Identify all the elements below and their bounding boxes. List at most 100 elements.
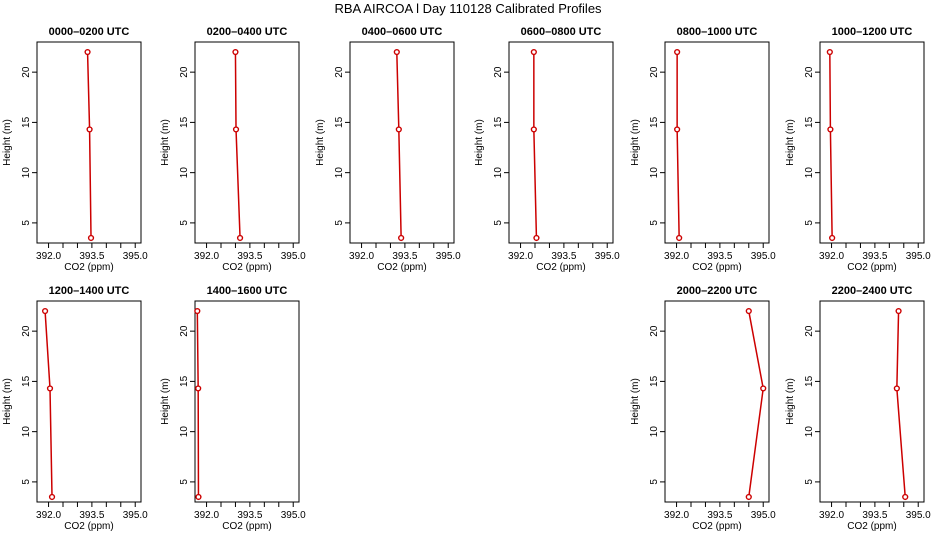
panel-title: 0200–0400 UTC — [207, 26, 288, 38]
y-tick-label: 10 — [804, 426, 815, 438]
profile-panel: 2200–2400 UTC 392.0 393.5 395.0 CO2 (ppm) 5 10… — [785, 285, 931, 532]
panel-title: 0800–1000 UTC — [677, 26, 758, 38]
profile-panel: 0400–0600 UTC 392.0 393.5 395.0 CO2 (ppm) 5 10… — [315, 26, 461, 273]
x-axis-label: CO2 (ppm) — [692, 262, 741, 273]
x-axis-label: CO2 (ppm) — [847, 521, 896, 532]
y-tick-label: 20 — [334, 66, 345, 78]
y-tick-label: 10 — [179, 167, 190, 179]
panel-title: 1200–1400 UTC — [49, 285, 130, 297]
x-tick-label: 395.0 — [123, 251, 148, 262]
y-tick-label: 5 — [649, 479, 660, 485]
y-axis-label: Height (m) — [785, 119, 796, 166]
x-axis-label: CO2 (ppm) — [692, 521, 741, 532]
y-tick-label: 15 — [804, 116, 815, 128]
co2-profile-line — [533, 52, 538, 238]
y-tick-label: 5 — [804, 479, 815, 485]
plot-frame — [508, 41, 614, 244]
x-tick-label: 395.0 — [281, 510, 306, 521]
data-point — [84, 48, 91, 56]
y-tick-label: 20 — [493, 66, 504, 78]
x-tick-label: 392.0 — [194, 510, 219, 521]
x-tick-label: 392.0 — [36, 251, 61, 262]
plot-frame — [194, 300, 300, 503]
data-point — [745, 307, 752, 315]
co2-profile-line — [829, 52, 833, 238]
y-tick-label: 10 — [21, 426, 32, 438]
y-tick-label: 5 — [649, 220, 660, 226]
y-axis-label: Height (m) — [2, 119, 13, 166]
profile-panel: 0600–0800 UTC 392.0 393.5 395.0 CO2 (ppm) 5 10… — [474, 26, 620, 273]
co2-profile-line — [86, 52, 92, 238]
data-point — [530, 126, 537, 133]
y-tick-label: 20 — [804, 66, 815, 78]
data-point — [676, 234, 683, 242]
plot-frame — [664, 300, 770, 503]
y-tick-label: 5 — [21, 220, 32, 226]
page-title: RBA AIRCOA l Day 110128 Calibrated Profi… — [334, 1, 602, 16]
data-point — [395, 126, 402, 133]
co2-profile-line — [234, 52, 241, 239]
x-tick-label: 393.5 — [707, 251, 732, 262]
data-point — [895, 307, 902, 315]
x-tick-label: 392.0 — [664, 251, 689, 262]
data-point — [232, 126, 240, 133]
y-tick-label: 5 — [21, 479, 32, 485]
data-point — [236, 234, 244, 242]
y-tick-label: 10 — [649, 167, 660, 179]
x-tick-label: 393.5 — [862, 510, 887, 521]
co2-profile-line — [396, 52, 402, 238]
data-point — [86, 126, 93, 133]
y-axis-label: Height (m) — [785, 378, 796, 425]
y-tick-label: 15 — [649, 375, 660, 387]
plot-frame — [194, 41, 300, 244]
profile-panel: 0800–1000 UTC 392.0 393.5 395.0 CO2 (ppm) 5 10… — [630, 26, 776, 273]
x-axis-label: CO2 (ppm) — [847, 262, 896, 273]
y-tick-label: 15 — [334, 116, 345, 128]
panel-title: 0400–0600 UTC — [362, 26, 443, 38]
x-tick-label: 395.0 — [281, 251, 306, 262]
panel-title: 2200–2400 UTC — [832, 285, 913, 297]
y-axis-label: Height (m) — [315, 119, 326, 166]
panel-title: 1000–1200 UTC — [832, 26, 913, 38]
data-point — [745, 493, 752, 501]
y-axis-label: Height (m) — [160, 378, 171, 425]
data-point — [195, 385, 202, 392]
y-tick-label: 20 — [21, 325, 32, 337]
data-point — [232, 48, 239, 56]
profile-panel: 1000–1200 UTC 392.0 393.5 395.0 CO2 (ppm) 5 10… — [785, 26, 931, 273]
x-axis-label: CO2 (ppm) — [536, 262, 585, 273]
y-tick-label: 15 — [21, 375, 32, 387]
y-tick-label: 10 — [179, 426, 190, 438]
y-tick-label: 15 — [649, 116, 660, 128]
data-point — [533, 234, 540, 242]
data-point — [393, 48, 400, 56]
data-point — [760, 385, 767, 392]
panel-title: 0000–0200 UTC — [49, 26, 130, 38]
co2-profile-line — [748, 310, 764, 498]
x-tick-label: 393.5 — [551, 251, 576, 262]
x-axis-label: CO2 (ppm) — [377, 262, 426, 273]
y-axis-label: Height (m) — [2, 378, 13, 425]
x-axis-label: CO2 (ppm) — [222, 521, 271, 532]
data-point — [902, 493, 909, 501]
x-tick-label: 393.5 — [237, 251, 262, 262]
y-tick-label: 5 — [179, 220, 190, 226]
x-tick-label: 395.0 — [751, 251, 776, 262]
y-tick-label: 15 — [804, 375, 815, 387]
x-tick-label: 392.0 — [36, 510, 61, 521]
x-tick-label: 392.0 — [664, 510, 689, 521]
plot-frame — [819, 300, 925, 503]
y-tick-label: 20 — [21, 66, 32, 78]
data-point — [194, 307, 201, 315]
x-tick-label: 395.0 — [436, 251, 461, 262]
profile-panel: 0200–0400 UTC 392.0 393.5 395.0 CO2 (ppm) 5 10… — [160, 26, 306, 273]
x-tick-label: 392.0 — [819, 251, 844, 262]
x-tick-label: 393.5 — [237, 510, 262, 521]
x-tick-label: 392.0 — [349, 251, 374, 262]
plot-frame — [36, 300, 142, 503]
data-point — [398, 234, 405, 242]
co2-profile-line — [896, 311, 906, 498]
profile-panel: 1200–1400 UTC 392.0 393.5 395.0 CO2 (ppm) 5 10… — [2, 285, 148, 532]
plot-frame — [819, 41, 925, 244]
